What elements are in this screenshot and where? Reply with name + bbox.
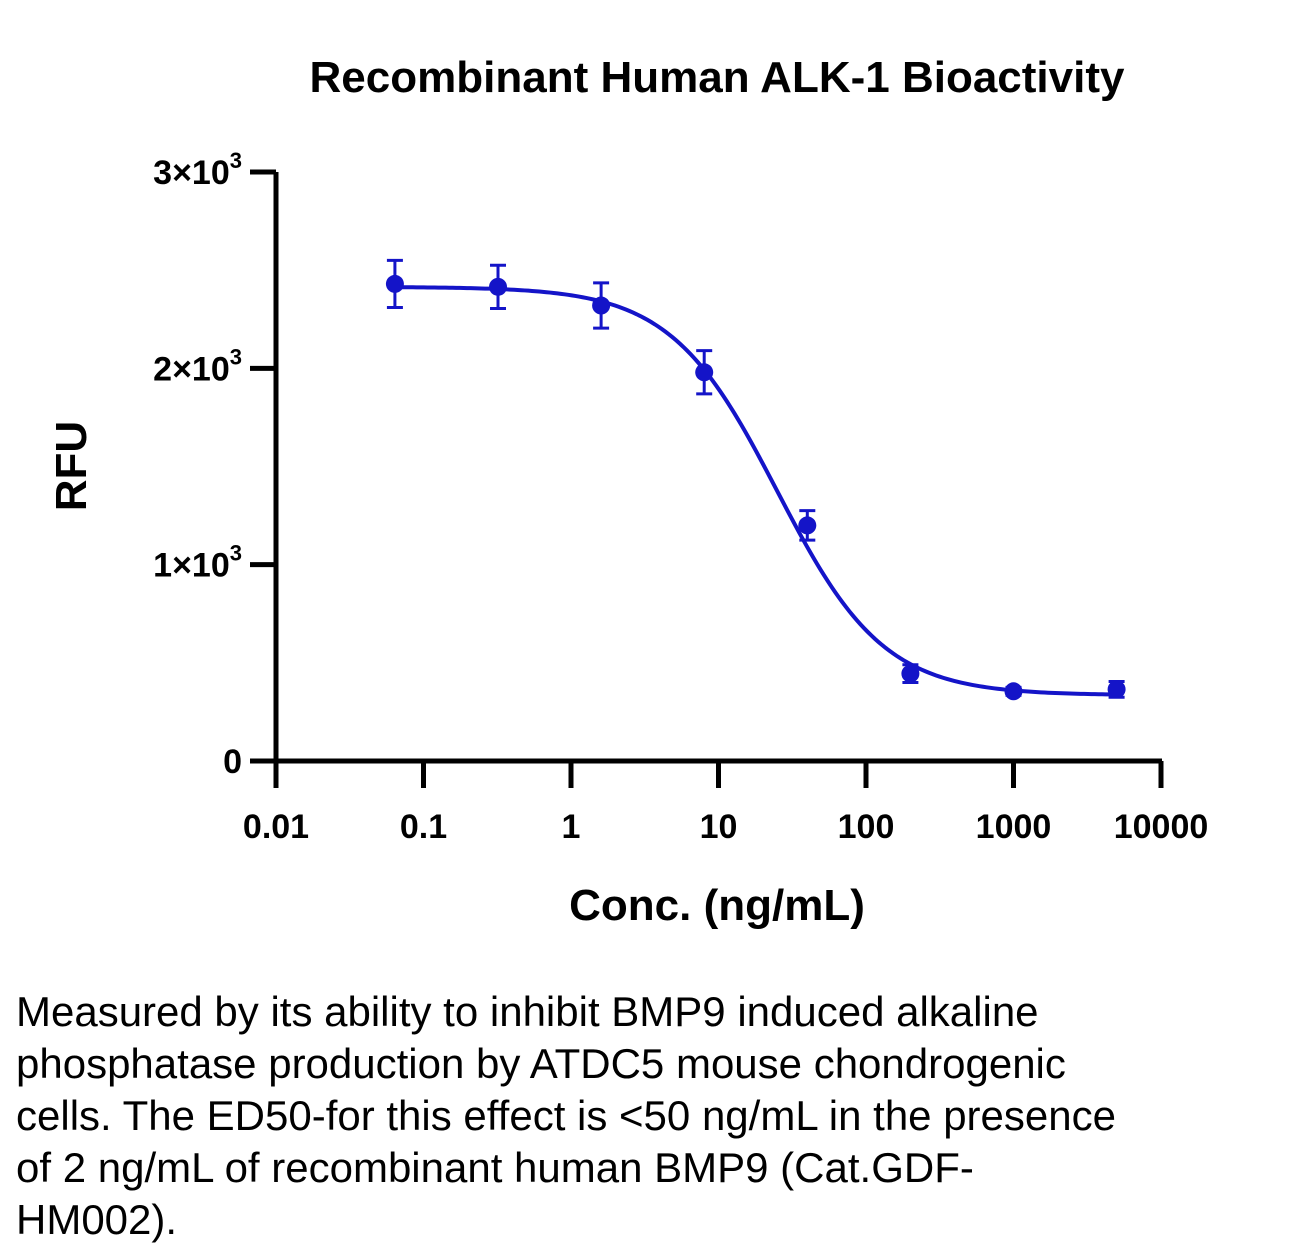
y-axis-ticks: 0 1×103 2×103 3×103 [153,148,276,781]
data-point [901,663,920,684]
data-points [385,258,1126,701]
x-axis-title: Conc. (ng/mL) [569,881,865,930]
data-point [1107,679,1126,699]
dose-response-chart: Recombinant Human ALK-1 Bioactivity 0 1×1… [47,53,1208,930]
data-marker [695,363,714,382]
x-tick-label: 1000 [976,808,1052,846]
x-tick-label: 0.1 [400,808,447,846]
data-marker [489,277,508,296]
data-point [695,349,714,396]
y-tick-label: 0 [223,743,242,781]
x-axis-ticks: 0.01 0.1 1 10 100 1000 10000 [243,761,1208,846]
y-tick-label: 3×103 [153,148,242,192]
data-marker [592,296,611,315]
x-tick-label: 10 [700,808,738,846]
data-point [798,509,817,542]
y-tick-label: 2×103 [153,344,242,388]
data-point [489,263,508,310]
x-tick-label: 10000 [1114,808,1209,846]
data-marker [1004,682,1023,701]
data-point [385,258,404,309]
fit-curve [394,285,1117,697]
data-marker [1107,680,1126,699]
data-marker [798,516,817,535]
data-marker [385,274,404,293]
x-tick-label: 1 [562,808,581,846]
data-point [592,281,611,330]
data-point [1004,682,1023,701]
y-axis-title: RFU [47,421,96,511]
data-marker [901,664,920,683]
y-tick-label: 1×103 [153,541,242,585]
caption-text: Measured by its ability to inhibit BMP9 … [16,988,1116,1243]
x-tick-label: 100 [838,808,895,846]
x-tick-label: 0.01 [243,808,309,846]
chart-title: Recombinant Human ALK-1 Bioactivity [310,53,1125,102]
